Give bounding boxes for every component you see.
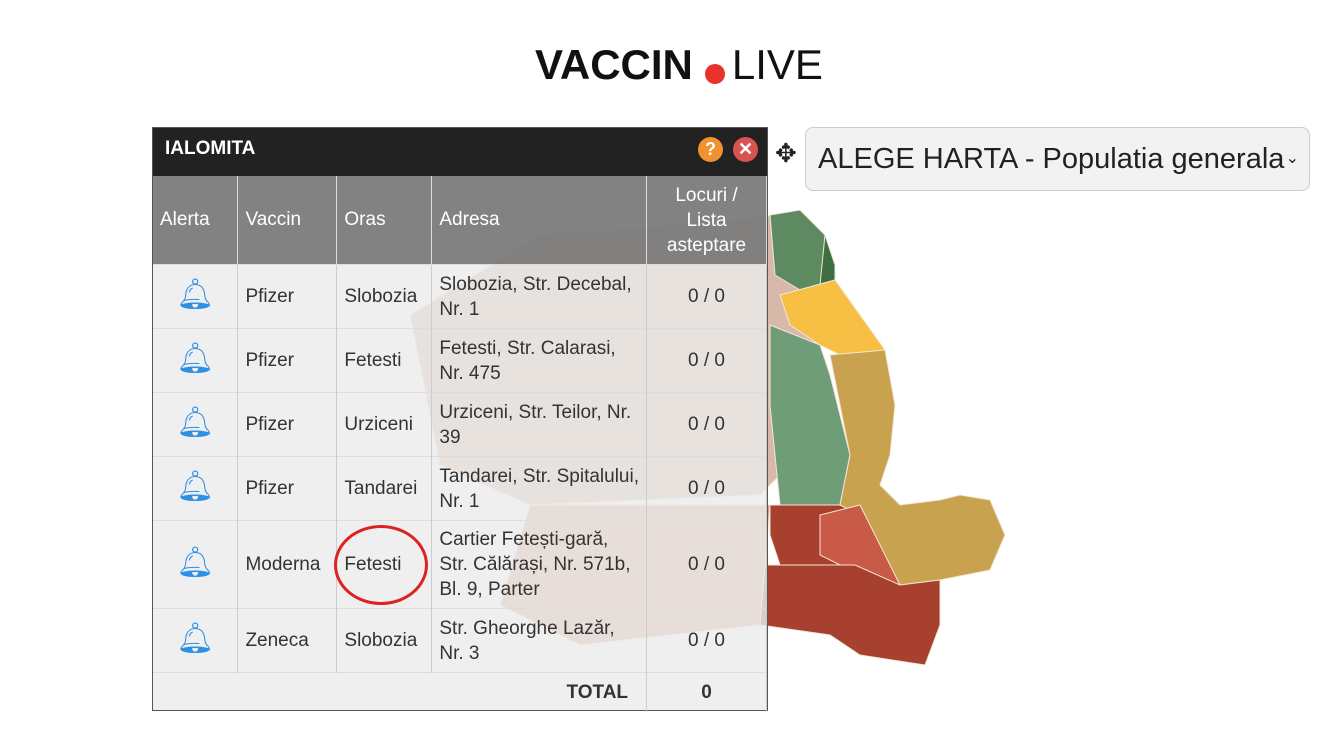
table-row: 🔔︎ Zeneca Slobozia Str. Gheorghe Lazăr, … — [153, 608, 767, 673]
bell-icon[interactable]: 🔔︎ — [176, 622, 215, 655]
address-cell: Fetesti, Str. Calarasi, Nr. 475 — [431, 328, 648, 393]
col-oras: Oras — [336, 176, 433, 265]
col-vaccin: Vaccin — [237, 176, 338, 265]
vaccine-cell: Pfizer — [237, 264, 338, 329]
table-row: 🔔︎ Pfizer Fetesti Fetesti, Str. Calarasi… — [153, 328, 767, 393]
alert-cell[interactable]: 🔔︎ — [153, 608, 239, 673]
alert-cell[interactable]: 🔔︎ — [153, 264, 239, 329]
slots-cell: 0 / 0 — [646, 520, 767, 609]
total-row: TOTAL 0 — [153, 672, 767, 712]
total-label: TOTAL — [153, 672, 648, 712]
table-row: 🔔︎ Pfizer Slobozia Slobozia, Str. Deceba… — [153, 264, 767, 329]
city-cell: Urziceni — [336, 392, 433, 457]
move-icon[interactable]: ✥ — [775, 138, 797, 168]
logo-text-light: LIVE — [731, 41, 823, 88]
address-cell: Tandarei, Str. Spitalului, Nr. 1 — [431, 456, 648, 521]
vaccination-table: Alerta Vaccin Oras Adresa Locuri / Lista… — [153, 176, 767, 712]
logo-dot — [704, 64, 725, 84]
alert-cell[interactable]: 🔔︎ — [153, 392, 239, 457]
close-button[interactable]: ✕ — [733, 137, 758, 162]
slots-cell: 0 / 0 — [646, 328, 767, 393]
bell-icon[interactable]: 🔔︎ — [176, 546, 215, 579]
city-cell: Fetesti — [336, 328, 433, 393]
col-adresa: Adresa — [431, 176, 648, 265]
city-cell: Slobozia — [336, 608, 433, 673]
table-row: 🔔︎ Pfizer Urziceni Urziceni, Str. Teilor… — [153, 392, 767, 457]
address-cell: Cartier Fetești-gară, Str. Călărași, Nr.… — [431, 520, 648, 609]
total-value: 0 — [646, 672, 767, 712]
address-cell: Urziceni, Str. Teilor, Nr. 39 — [431, 392, 648, 457]
logo[interactable]: VACCIN LIVE — [535, 38, 823, 88]
highlight-circle — [334, 525, 428, 605]
address-cell: Slobozia, Str. Decebal, Nr. 1 — [431, 264, 648, 329]
bell-icon[interactable]: 🔔︎ — [176, 470, 215, 503]
table-row: 🔔︎ Moderna Fetesti Cartier Fetești-gară,… — [153, 520, 767, 609]
alert-cell[interactable]: 🔔︎ — [153, 456, 239, 521]
city-cell: Slobozia — [336, 264, 433, 329]
slots-cell: 0 / 0 — [646, 456, 767, 521]
address-cell: Str. Gheorghe Lazăr, Nr. 3 — [431, 608, 648, 673]
vaccine-cell: Zeneca — [237, 608, 338, 673]
bell-icon[interactable]: 🔔︎ — [176, 278, 215, 311]
slots-cell: 0 / 0 — [646, 608, 767, 673]
popup-header[interactable]: IALOMITA ? ✕ ✥ — [153, 128, 797, 176]
vaccine-cell: Pfizer — [237, 456, 338, 521]
popup-title: IALOMITA — [165, 138, 256, 159]
slots-cell: 0 / 0 — [646, 392, 767, 457]
map-region — [759, 564, 941, 666]
slots-cell: 0 / 0 — [646, 264, 767, 329]
county-popup: IALOMITA ? ✕ ✥ Alerta Vaccin Oras Adresa… — [152, 127, 797, 712]
table-row: 🔔︎ Pfizer Tandarei Tandarei, Str. Spital… — [153, 456, 767, 521]
alert-cell[interactable]: 🔔︎ — [153, 520, 239, 609]
alert-cell[interactable]: 🔔︎ — [153, 328, 239, 393]
bell-icon[interactable]: 🔔︎ — [176, 342, 215, 375]
vaccine-cell: Pfizer — [237, 328, 338, 393]
chevron-down-icon: ⌄ — [1285, 150, 1299, 167]
map-select[interactable]: ALEGE HARTA - Populatia generala ⌄ — [805, 127, 1310, 191]
logo-text-bold: VACCIN — [535, 41, 693, 88]
table-header: Alerta Vaccin Oras Adresa Locuri / Lista… — [153, 176, 767, 265]
col-alerta: Alerta — [153, 176, 239, 265]
help-button[interactable]: ? — [698, 137, 723, 162]
col-locuri: Locuri / Lista asteptare — [646, 176, 767, 265]
vaccine-cell: Moderna — [237, 520, 338, 609]
bell-icon[interactable]: 🔔︎ — [176, 406, 215, 439]
map-select-value: ALEGE HARTA - Populatia generala — [818, 143, 1285, 175]
city-cell: Tandarei — [336, 456, 433, 521]
vaccine-cell: Pfizer — [237, 392, 338, 457]
